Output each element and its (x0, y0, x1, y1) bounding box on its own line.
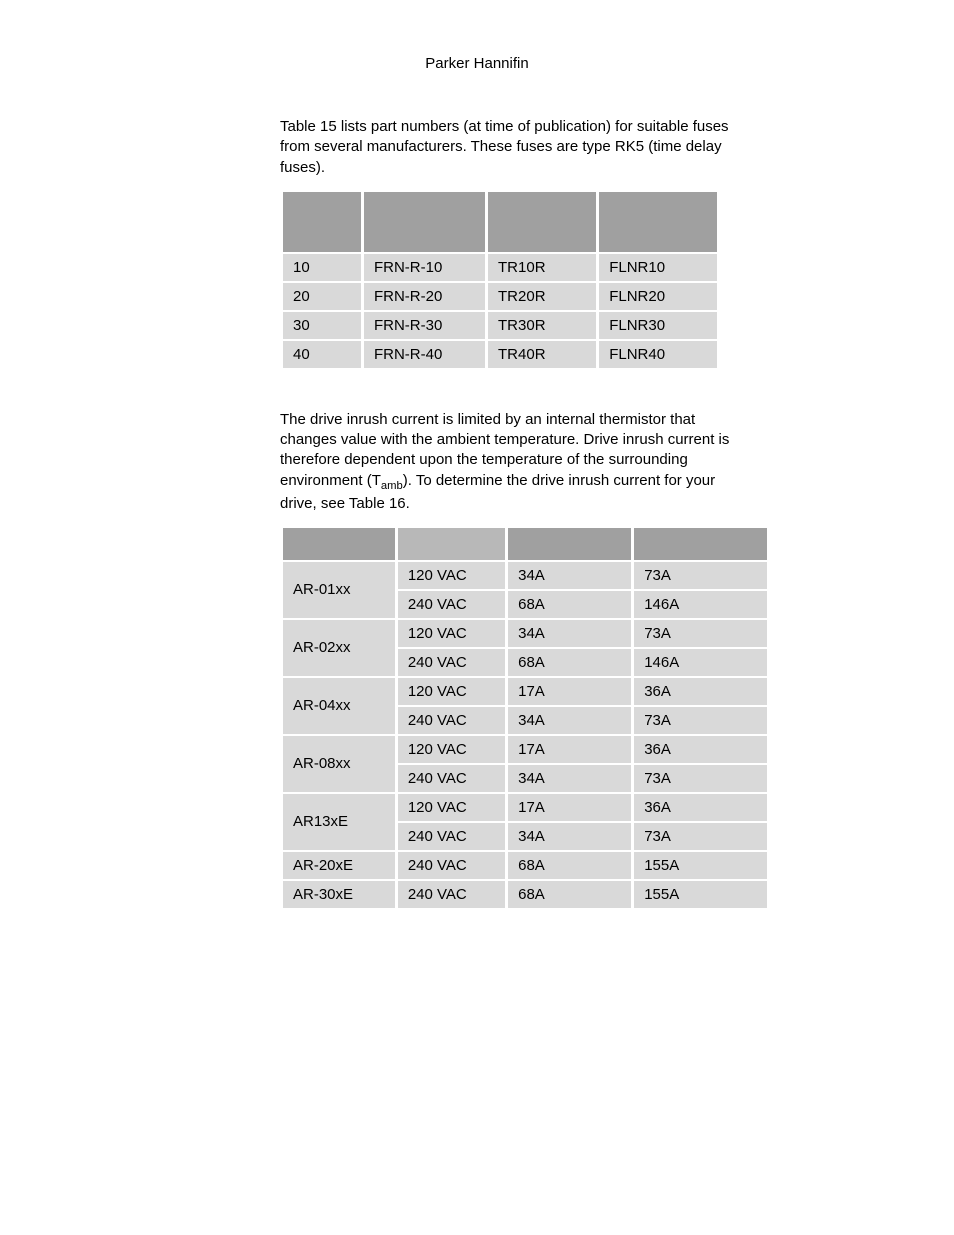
table16-cell: 17A (508, 678, 631, 705)
table16-cell: 68A (508, 852, 631, 879)
table16-header-col2 (508, 528, 631, 560)
table16-header-col3 (634, 528, 767, 560)
table16-cell: 73A (634, 562, 767, 589)
intro-paragraph-table15: Table 15 lists part numbers (at time of … (280, 117, 750, 178)
inrush-current-table: AR-01xx120 VAC34A73A240 VAC68A146AAR-02x… (280, 526, 770, 910)
table16-model-cell: AR13xE (283, 794, 395, 850)
intro-paragraph-table16: The drive inrush current is limited by a… (280, 410, 750, 514)
fuse-part-numbers-table: 10FRN-R-10TR10RFLNR1020FRN-R-20TR20RFLNR… (280, 190, 720, 370)
table15-cell: FLNR30 (599, 312, 717, 339)
table15-row: 10FRN-R-10TR10RFLNR10 (283, 254, 717, 281)
table16-cell: 68A (508, 649, 631, 676)
table16-header-row (283, 528, 767, 560)
table16-cell: 146A (634, 649, 767, 676)
table16-cell: 73A (634, 823, 767, 850)
table15-cell: FLNR40 (599, 341, 717, 368)
table16-model-cell: AR-02xx (283, 620, 395, 676)
table16-cell: 68A (508, 591, 631, 618)
table16-row: AR-30xE240 VAC68A155A (283, 881, 767, 908)
table16-cell: 240 VAC (398, 823, 505, 850)
table16-cell: 120 VAC (398, 736, 505, 763)
table16-cell: 34A (508, 620, 631, 647)
table16-cell: 120 VAC (398, 794, 505, 821)
intro16-sub: amb (381, 480, 403, 492)
table15-header-col2 (488, 192, 596, 252)
table15-row: 20FRN-R-20TR20RFLNR20 (283, 283, 717, 310)
table16-model-cell: AR-30xE (283, 881, 395, 908)
table15-cell: 20 (283, 283, 361, 310)
table16-cell: 240 VAC (398, 649, 505, 676)
table16-row: AR-20xE240 VAC68A155A (283, 852, 767, 879)
table16-cell: 155A (634, 881, 767, 908)
table16-cell: 240 VAC (398, 852, 505, 879)
table16-cell: 120 VAC (398, 678, 505, 705)
table16-cell: 146A (634, 591, 767, 618)
table15-header-row (283, 192, 717, 252)
table16-row: AR-08xx120 VAC17A36A (283, 736, 767, 763)
table16-cell: 73A (634, 707, 767, 734)
table16-cell: 68A (508, 881, 631, 908)
table16-header-col1 (398, 528, 505, 560)
table15-cell: FLNR20 (599, 283, 717, 310)
table15-cell: TR30R (488, 312, 596, 339)
table16-cell: 240 VAC (398, 881, 505, 908)
table15-cell: 40 (283, 341, 361, 368)
table16-cell: 34A (508, 562, 631, 589)
table16-cell: 120 VAC (398, 620, 505, 647)
table16-cell: 17A (508, 736, 631, 763)
table15-cell: FRN-R-40 (364, 341, 485, 368)
table16-cell: 36A (634, 736, 767, 763)
table16-model-cell: AR-04xx (283, 678, 395, 734)
table15-cell: TR10R (488, 254, 596, 281)
table15-cell: 30 (283, 312, 361, 339)
table15-header-col0 (283, 192, 361, 252)
table16-cell: 34A (508, 707, 631, 734)
table16-cell: 120 VAC (398, 562, 505, 589)
table16-cell: 34A (508, 823, 631, 850)
table16-cell: 34A (508, 765, 631, 792)
page-header-title: Parker Hannifin (0, 55, 954, 72)
table15-cell: TR20R (488, 283, 596, 310)
table15-cell: FRN-R-30 (364, 312, 485, 339)
table16-cell: 155A (634, 852, 767, 879)
table15-cell: 10 (283, 254, 361, 281)
table15-row: 40FRN-R-40TR40RFLNR40 (283, 341, 717, 368)
table16-model-cell: AR-01xx (283, 562, 395, 618)
table15-cell: FLNR10 (599, 254, 717, 281)
table15-cell: TR40R (488, 341, 596, 368)
table16-cell: 240 VAC (398, 591, 505, 618)
table16-cell: 73A (634, 765, 767, 792)
document-page: Parker Hannifin Table 15 lists part numb… (0, 0, 954, 1235)
table16-cell: 240 VAC (398, 707, 505, 734)
table16-model-cell: AR-20xE (283, 852, 395, 879)
table16-cell: 73A (634, 620, 767, 647)
table15-cell: FRN-R-10 (364, 254, 485, 281)
table16-cell: 36A (634, 794, 767, 821)
table16-model-cell: AR-08xx (283, 736, 395, 792)
table16-cell: 36A (634, 678, 767, 705)
table16-row: AR-04xx120 VAC17A36A (283, 678, 767, 705)
table15-row: 30FRN-R-30TR30RFLNR30 (283, 312, 717, 339)
table16-cell: 240 VAC (398, 765, 505, 792)
table15-header-col1 (364, 192, 485, 252)
table15-cell: FRN-R-20 (364, 283, 485, 310)
content-area: Table 15 lists part numbers (at time of … (280, 117, 750, 910)
table16-cell: 17A (508, 794, 631, 821)
table16-row: AR13xE120 VAC17A36A (283, 794, 767, 821)
table16-row: AR-02xx120 VAC34A73A (283, 620, 767, 647)
table15-header-col3 (599, 192, 717, 252)
table16-row: AR-01xx120 VAC34A73A (283, 562, 767, 589)
table16-header-col0 (283, 528, 395, 560)
